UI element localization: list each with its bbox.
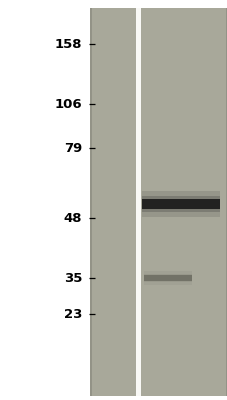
- Bar: [142, 196, 219, 212]
- Bar: [135, 8, 140, 396]
- Bar: [140, 8, 227, 396]
- Bar: [142, 191, 219, 217]
- Text: 79: 79: [64, 142, 82, 154]
- Text: 35: 35: [63, 272, 82, 284]
- Bar: [143, 271, 191, 285]
- Text: 158: 158: [54, 38, 82, 50]
- Text: 106: 106: [54, 98, 82, 110]
- Bar: [143, 274, 191, 282]
- Bar: [0, 0, 90, 400]
- Bar: [142, 199, 219, 209]
- Bar: [90, 8, 135, 396]
- Bar: [90, 8, 91, 396]
- Text: 23: 23: [63, 308, 82, 320]
- Bar: [143, 275, 191, 281]
- Text: 48: 48: [63, 212, 82, 224]
- Bar: [225, 8, 227, 396]
- Bar: [90, 8, 227, 396]
